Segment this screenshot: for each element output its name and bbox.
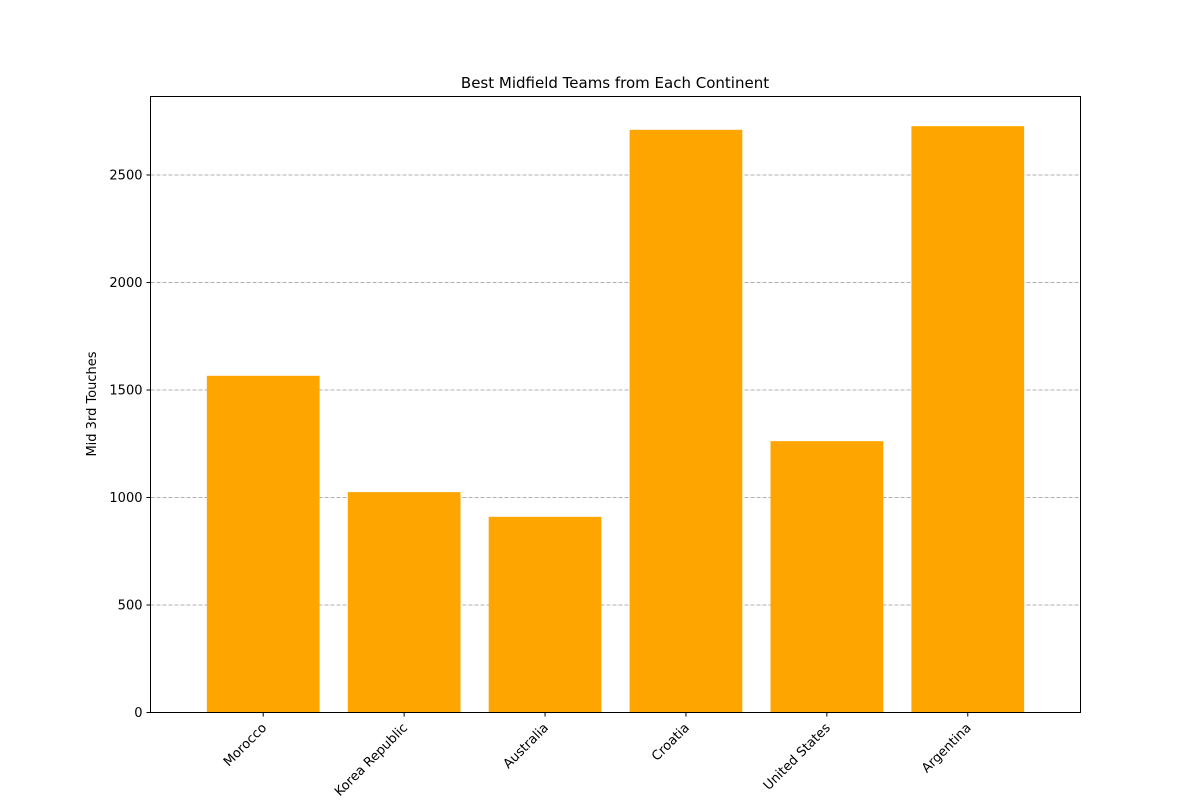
y-tick-label: 1000	[109, 491, 142, 506]
x-tick-label: Australia	[501, 721, 552, 772]
x-tick-label: Argentina	[919, 721, 974, 776]
bar	[629, 129, 743, 713]
x-tick-label: Croatia	[649, 721, 693, 765]
bar	[911, 126, 1025, 713]
bar	[488, 516, 602, 713]
x-tick-label: Korea Republic	[332, 721, 411, 800]
bar	[347, 492, 461, 713]
y-axis-label: Mid 3rd Touches	[85, 351, 100, 456]
bar	[206, 375, 320, 713]
y-tick-label: 2500	[109, 168, 142, 183]
y-axis-ticks: 0 500 1000 1500 2000 2500	[109, 168, 151, 721]
x-tick-label: Morocco	[221, 721, 270, 770]
y-tick-label: 2000	[109, 276, 142, 291]
y-tick-label: 0	[134, 706, 142, 721]
chart-title: Best Midfield Teams from Each Continent	[461, 74, 769, 92]
bars	[206, 126, 1025, 713]
x-axis-ticks: Morocco Korea Republic Australia Croatia Uni…	[221, 712, 975, 800]
bar	[770, 441, 884, 713]
x-tick-label: United States	[761, 721, 834, 794]
plot-frame	[150, 96, 1081, 713]
y-tick-label: 1500	[109, 383, 142, 398]
y-tick-label: 500	[118, 598, 143, 613]
